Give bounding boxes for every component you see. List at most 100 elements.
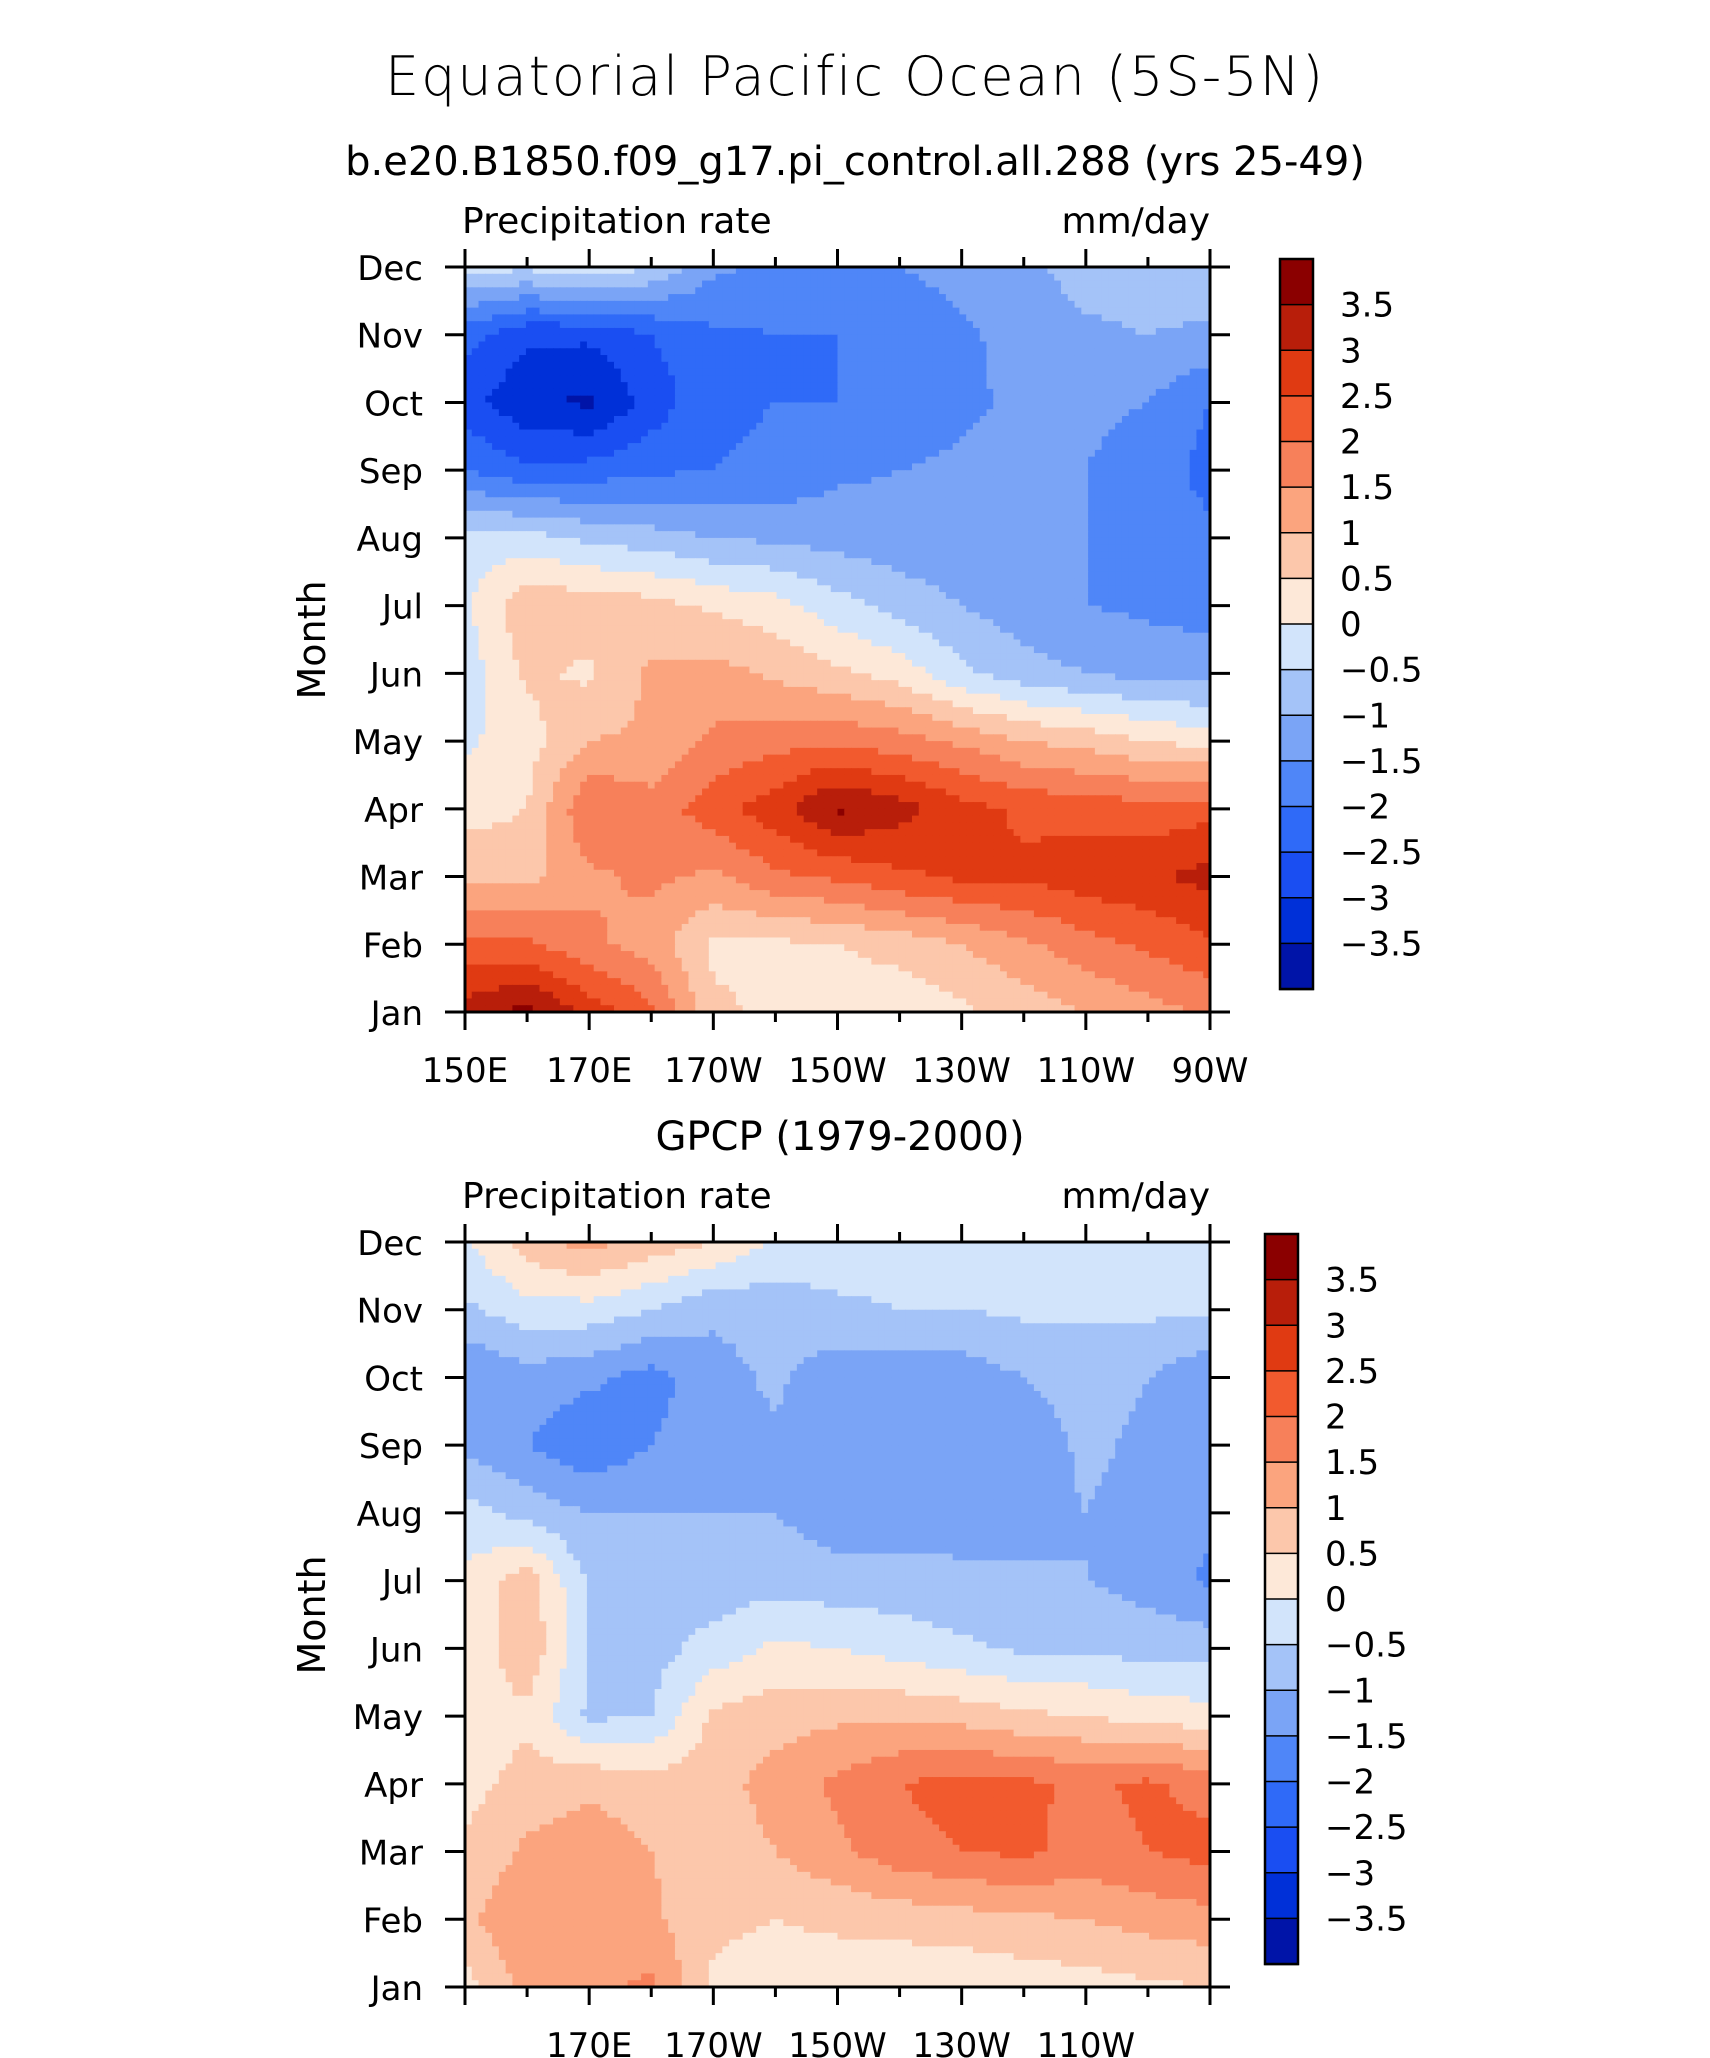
contour-cell xyxy=(1067,510,1076,519)
contour-cell xyxy=(614,429,622,437)
contour-cell xyxy=(1189,531,1198,539)
contour-cell xyxy=(823,517,832,525)
contour-cell xyxy=(857,531,866,539)
contour-cell xyxy=(580,327,588,336)
contour-cell xyxy=(1027,348,1035,356)
contour-cell xyxy=(1081,341,1089,349)
contour-cell xyxy=(708,483,717,492)
contour-cell xyxy=(553,483,561,492)
contour-cell xyxy=(912,327,920,336)
contour-cell xyxy=(945,490,954,498)
contour-cell xyxy=(1027,470,1035,478)
contour-cell xyxy=(810,476,818,485)
contour-cell xyxy=(1047,544,1055,553)
contour-cell xyxy=(884,456,893,465)
contour-cell xyxy=(553,497,561,505)
contour-cell xyxy=(763,300,771,309)
contour-cell xyxy=(647,388,656,397)
contour-cell xyxy=(614,368,622,376)
contour-cell xyxy=(1128,355,1137,363)
contour-cell xyxy=(566,470,574,478)
contour-cell xyxy=(776,273,784,282)
contour-cell xyxy=(654,402,663,410)
contour-cell xyxy=(1013,551,1021,559)
contour-cell xyxy=(580,443,588,451)
contour-cell xyxy=(532,348,541,356)
contour-cell xyxy=(471,429,480,437)
contour-cell xyxy=(884,517,893,525)
contour-cell xyxy=(586,544,595,553)
contour-cell xyxy=(749,287,757,295)
contour-cell xyxy=(837,348,845,356)
contour-cell xyxy=(776,395,784,404)
contour-cell xyxy=(1020,402,1028,410)
contour-cell xyxy=(1006,476,1015,485)
contour-cell xyxy=(1061,476,1069,485)
contour-cell xyxy=(729,375,737,383)
contour-cell xyxy=(1155,361,1164,370)
contour-cell xyxy=(864,388,872,397)
contour-cell xyxy=(498,321,507,329)
contour-cell xyxy=(1182,307,1191,316)
contour-cell xyxy=(519,476,527,485)
contour-cell xyxy=(593,321,602,329)
contour-cell xyxy=(1115,510,1123,519)
contour-cell xyxy=(715,402,723,410)
contour-cell xyxy=(1020,531,1028,539)
contour-cell xyxy=(702,307,710,316)
contour-cell xyxy=(566,375,574,383)
contour-cell xyxy=(1169,409,1177,417)
contour-cell xyxy=(803,449,812,458)
contour-cell xyxy=(471,456,480,465)
contour-cell xyxy=(763,470,771,478)
contour-cell xyxy=(945,273,954,282)
contour-cell xyxy=(803,510,812,519)
contour-cell xyxy=(681,280,690,288)
contour-cell xyxy=(851,551,859,559)
contour-cell xyxy=(553,443,561,451)
contour-cell xyxy=(1121,307,1130,316)
contour-cell xyxy=(810,267,818,275)
contour-cell xyxy=(925,544,933,553)
contour-cell xyxy=(817,341,825,349)
contour-cell xyxy=(1162,273,1170,282)
contour-cell xyxy=(1027,321,1035,329)
contour-cell xyxy=(681,551,690,559)
contour-cell xyxy=(1006,395,1015,404)
contour-cell xyxy=(952,273,961,282)
contour-cell xyxy=(817,416,825,424)
contour-cell xyxy=(553,422,561,431)
contour-cell xyxy=(1189,497,1198,505)
contour-cell xyxy=(986,361,994,370)
contour-cell xyxy=(586,537,595,546)
contour-cell xyxy=(559,537,568,546)
contour-cell xyxy=(600,287,608,295)
contour-cell xyxy=(1128,388,1137,397)
contour-cell xyxy=(986,551,994,559)
contour-cell xyxy=(478,429,486,437)
contour-cell xyxy=(1162,321,1170,329)
contour-cell xyxy=(844,273,852,282)
contour-cell xyxy=(1196,307,1204,316)
contour-cell xyxy=(1088,497,1096,505)
contour-cell xyxy=(817,537,825,546)
contour-cell xyxy=(803,551,812,559)
contour-cell xyxy=(668,429,676,437)
contour-cell xyxy=(1074,341,1082,349)
contour-cell xyxy=(959,463,967,471)
contour-cell xyxy=(1121,558,1130,566)
contour-cell xyxy=(627,483,635,492)
contour-cell xyxy=(830,490,839,498)
contour-cell xyxy=(708,402,717,410)
contour-cell xyxy=(1027,395,1035,404)
contour-cell xyxy=(972,287,981,295)
contour-cell xyxy=(783,368,791,376)
contour-cell xyxy=(1006,449,1015,458)
contour-cell xyxy=(627,314,635,322)
contour-cell xyxy=(1094,321,1103,329)
contour-cell xyxy=(553,524,561,532)
contour-cell xyxy=(986,287,994,295)
contour-cell xyxy=(519,483,527,492)
contour-cell xyxy=(844,314,852,322)
contour-cell xyxy=(1115,436,1123,444)
